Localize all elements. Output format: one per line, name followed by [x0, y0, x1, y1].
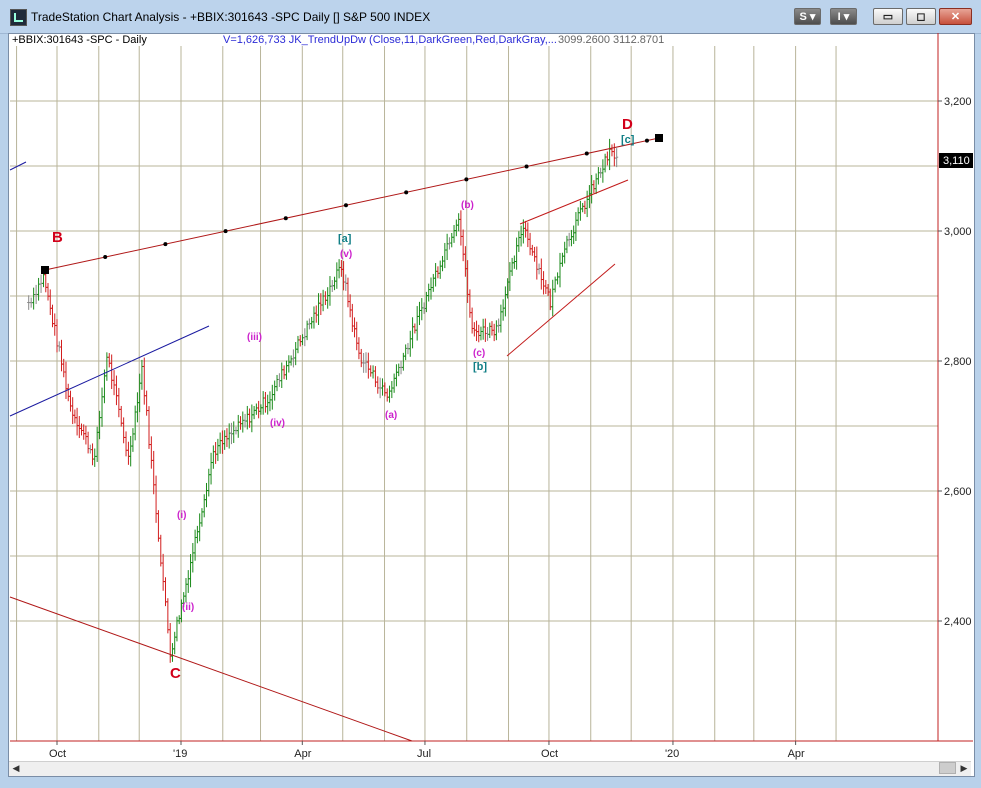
time-tick-label: Jul	[417, 748, 431, 760]
trendline-node	[584, 151, 589, 156]
chart-area[interactable]	[8, 33, 975, 777]
trendline-node	[524, 164, 529, 169]
trendline-node	[103, 255, 108, 260]
trendline-node	[464, 177, 469, 182]
wedge-lower-line	[506, 263, 616, 357]
wave-label: [c]	[621, 134, 635, 146]
trendline-node	[343, 203, 348, 208]
price-tick-label: 2,400	[944, 616, 972, 628]
indicator-values: 3099.2600 3112.8701	[558, 34, 665, 46]
last-price-label: 3,110	[943, 155, 970, 167]
wedge-upper-line	[519, 179, 629, 225]
price-tick-label: 2,800	[944, 356, 972, 368]
indicator-label: V=1,626,733 JK_TrendUpDw (Close,11,DarkG…	[223, 34, 557, 46]
time-tick-label: Apr	[294, 748, 311, 760]
minimize-icon: ▭	[882, 11, 894, 23]
window-title: TradeStation Chart Analysis - +BBIX:3016…	[31, 10, 431, 24]
title-bar[interactable]: TradeStation Chart Analysis - +BBIX:3016…	[0, 0, 981, 34]
horizontal-scrollbar[interactable]	[9, 761, 971, 776]
blue-trendline-segment	[9, 161, 27, 171]
wave-label: C	[170, 665, 181, 682]
time-tick-label: Apr	[788, 748, 805, 760]
b-d-trendline	[44, 137, 660, 271]
blue-trendline	[9, 325, 210, 417]
trendline-node	[404, 190, 409, 195]
wave-label: (c)	[473, 348, 485, 359]
i-menu-button[interactable]: I ▾	[830, 8, 857, 25]
trendline-node	[644, 138, 649, 143]
wave-label: B	[52, 229, 63, 246]
maximize-button[interactable]: ◻	[906, 8, 936, 25]
trendline-node	[163, 242, 168, 247]
time-tick-label: '20	[665, 748, 679, 760]
c-lower-trendline	[9, 596, 413, 742]
trendline-node	[283, 216, 288, 221]
last-price-marker	[939, 153, 973, 168]
wave-label: (v)	[340, 249, 352, 260]
scrollbar-thumb[interactable]	[939, 762, 956, 774]
price-tick-label: 3,000	[944, 226, 972, 238]
time-tick-label: '19	[173, 748, 187, 760]
trendline-anchor-b	[41, 266, 49, 274]
price-tick-label: 3,200	[944, 96, 972, 108]
wave-label: (ii)	[182, 602, 194, 613]
wave-label: (b)	[461, 200, 474, 211]
time-tick-label: Oct	[541, 748, 558, 760]
s-menu-button[interactable]: S ▾	[794, 8, 821, 25]
wave-label: (a)	[385, 410, 397, 421]
wave-label: [a]	[338, 233, 352, 245]
trendline-anchor-d	[655, 134, 663, 142]
wave-label: (iv)	[270, 418, 285, 429]
wave-label: (iii)	[247, 332, 262, 343]
chart-symbol-label: +BBIX:301643 -SPC - Daily	[12, 34, 147, 46]
close-icon: ✕	[950, 11, 961, 23]
maximize-icon: ◻	[916, 11, 926, 23]
scroll-right-icon[interactable]: ▶	[960, 763, 968, 773]
time-tick-label: Oct	[49, 748, 66, 760]
wave-label: D	[622, 116, 633, 133]
tradestation-app-icon[interactable]	[10, 9, 27, 26]
price-tick-label: 2,600	[944, 486, 972, 498]
minimize-button[interactable]: ▭	[873, 8, 903, 25]
scroll-left-icon[interactable]: ◀	[12, 763, 20, 773]
trendline-node	[223, 229, 228, 234]
wave-label: (i)	[177, 510, 186, 521]
close-button[interactable]: ✕	[939, 8, 972, 25]
wave-label: [b]	[473, 361, 487, 373]
